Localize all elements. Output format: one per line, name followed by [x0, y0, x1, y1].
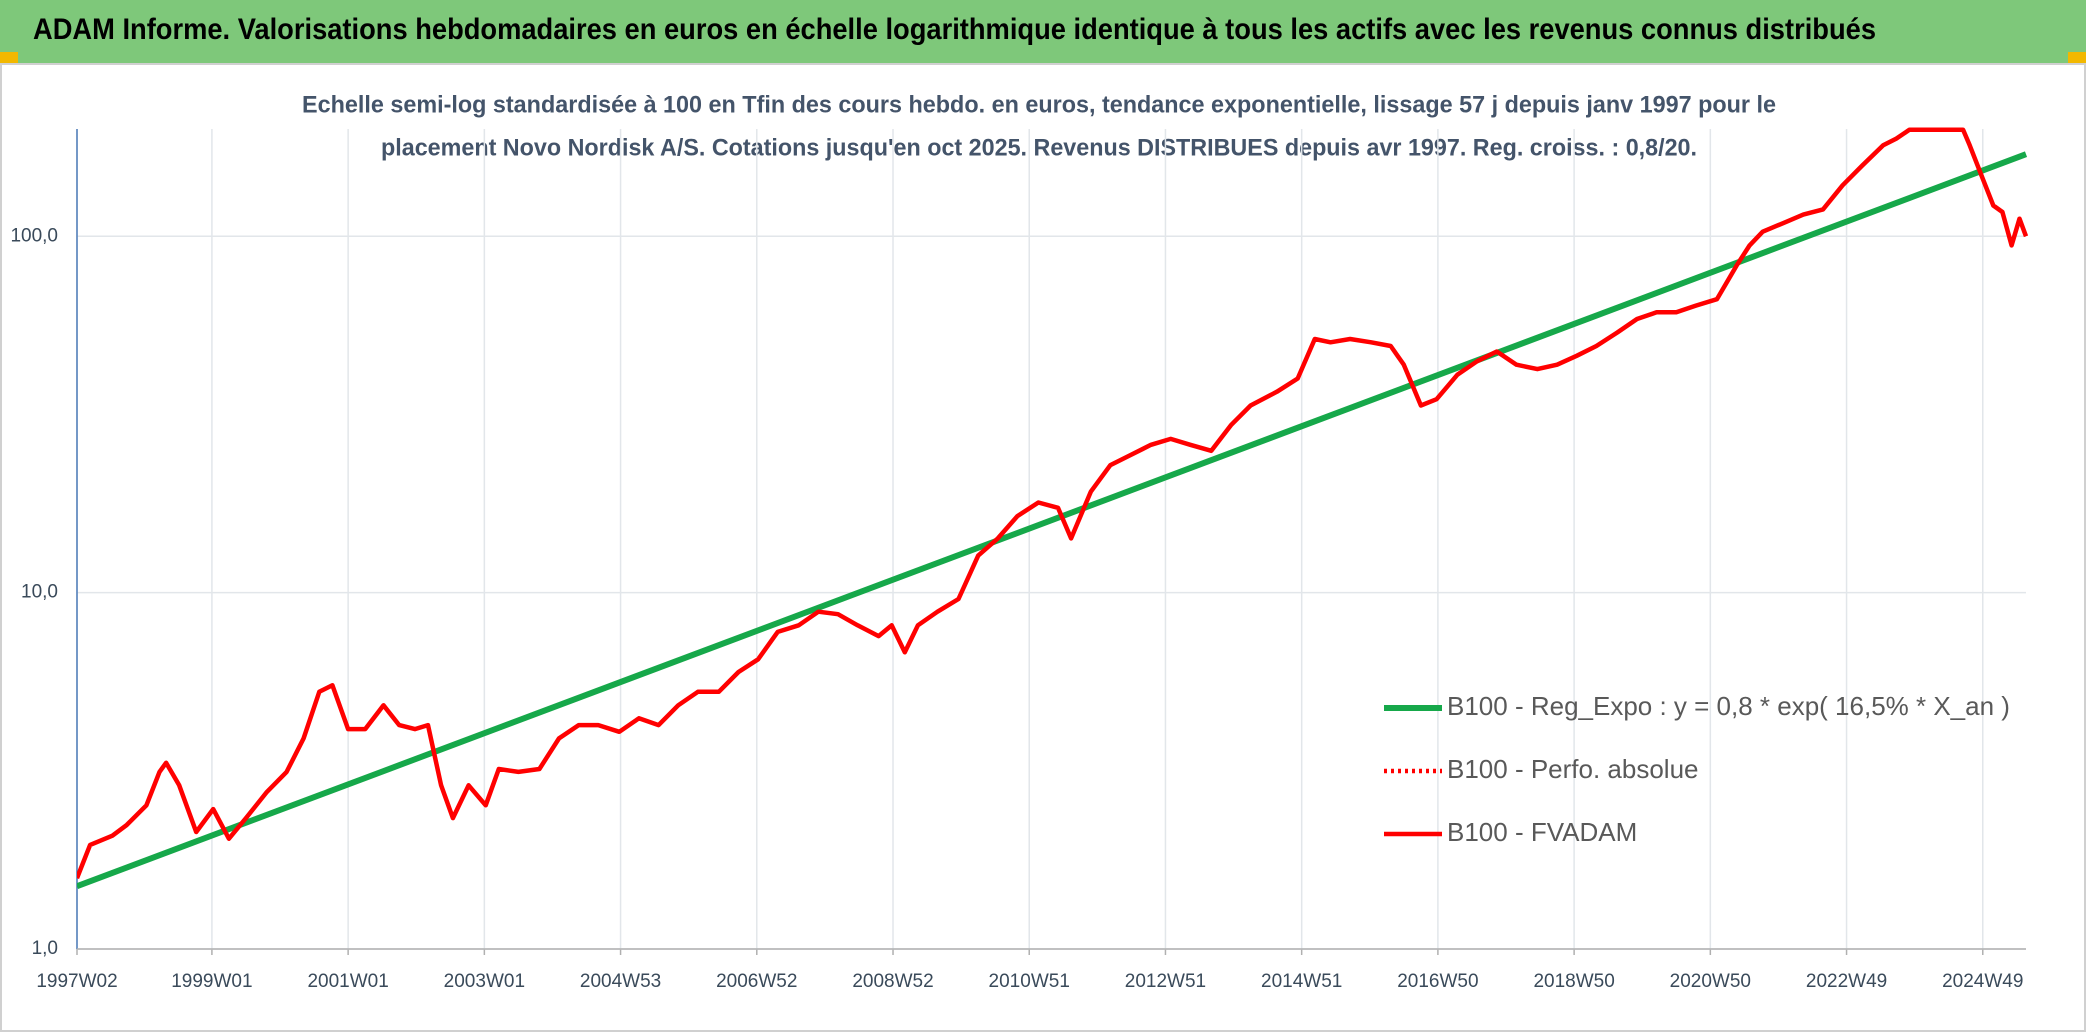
x-tick-label: 2014W51 — [1261, 971, 1342, 992]
corner — [2068, 52, 2086, 64]
chart-subtitle: placement Novo Nordisk A/S. Cotations ju… — [381, 134, 1697, 161]
legend-label: B100 - Perfo. absolue — [1447, 754, 1699, 784]
legend-label: B100 - FVADAM — [1447, 817, 1637, 847]
x-tick-label: 2024W49 — [1942, 971, 2023, 992]
frame — [0, 63, 2086, 1032]
x-tick-label: 2001W01 — [307, 971, 388, 992]
y-tick-label: 100,0 — [10, 225, 58, 246]
legend-label: B100 - Reg_Expo : y = 0,8 * exp( 16,5% *… — [1447, 691, 2010, 721]
title-bar — [0, 0, 2086, 64]
y-tick-label: 1,0 — [32, 938, 58, 959]
x-tick-label: 2020W50 — [1670, 971, 1751, 992]
x-tick-label: 2004W53 — [580, 971, 661, 992]
y-tick-label: 10,0 — [21, 582, 58, 603]
x-tick-label: 2008W52 — [852, 971, 933, 992]
x-tick-label: 1997W02 — [36, 971, 117, 992]
x-tick-label: 2010W51 — [989, 971, 1070, 992]
x-tick-label: 2018W50 — [1533, 971, 1614, 992]
x-tick-label: 2022W49 — [1806, 971, 1887, 992]
x-tick-label: 2016W50 — [1397, 971, 1478, 992]
chart-subtitle: Echelle semi-log standardisée à 100 en T… — [302, 91, 1776, 118]
series-line — [77, 151, 2028, 890]
x-tick-label: 1999W01 — [171, 971, 252, 992]
x-tick-label: 2012W51 — [1125, 971, 1206, 992]
x-tick-label: 2006W52 — [716, 971, 797, 992]
series-line — [77, 127, 2029, 880]
x-tick-label: 2003W01 — [444, 971, 525, 992]
corner — [0, 52, 18, 64]
chart-title: ADAM Informe. Valorisations hebdomadaire… — [33, 13, 1876, 46]
